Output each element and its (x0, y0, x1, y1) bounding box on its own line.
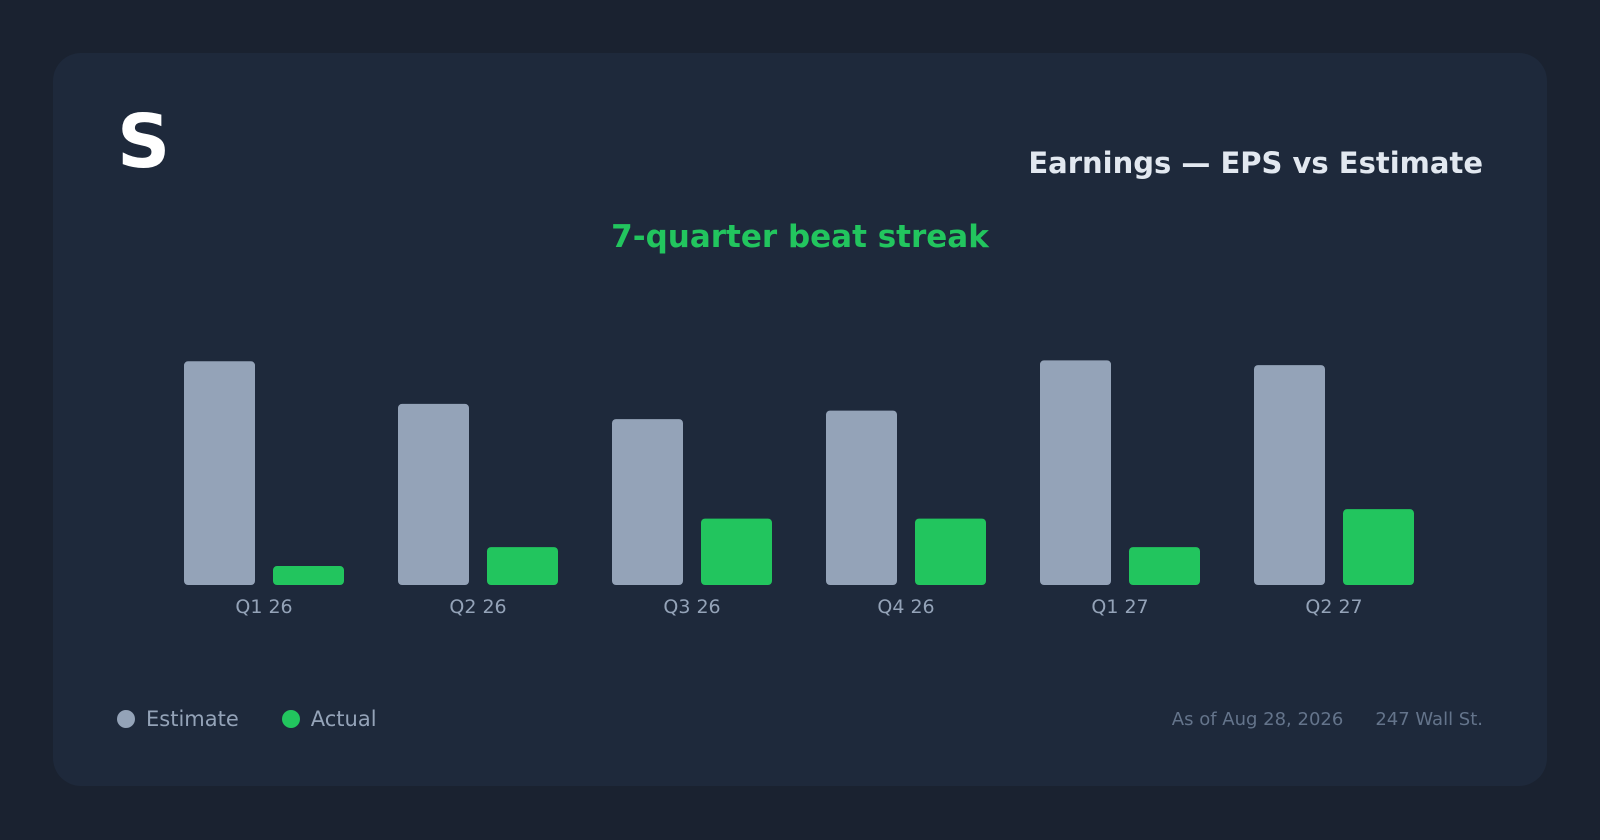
legend-estimate-swatch (117, 710, 135, 728)
bar-estimate-q1-26 (184, 361, 255, 585)
x-tick-label: Q3 26 (663, 596, 720, 618)
x-tick-label: Q4 26 (877, 596, 934, 618)
bar-estimate-q4-26 (826, 410, 897, 585)
bar-actual-q1-26 (273, 566, 344, 585)
x-tick-label: Q2 27 (1305, 596, 1362, 618)
bar-actual-q1-27 (1129, 547, 1200, 585)
legend-estimate-label: Estimate (146, 707, 239, 731)
bar-estimate-q3-26 (612, 419, 683, 585)
source-label: 247 Wall St. (1375, 709, 1483, 730)
bar-estimate-q2-27 (1254, 365, 1325, 585)
bar-actual-q2-26 (487, 547, 558, 585)
bar-estimate-q1-27 (1040, 360, 1111, 585)
legend: Estimate Actual (117, 707, 420, 731)
chart-card: S Earnings — EPS vs Estimate 7-quarter b… (53, 53, 1547, 786)
chart-title: Earnings — EPS vs Estimate (1028, 146, 1483, 180)
bar-actual-q2-27 (1343, 509, 1414, 585)
bar-actual-q3-26 (701, 518, 772, 585)
bar-chart: Q1 26 Q2 26 Q3 26 Q4 26 Q1 27 Q2 27 (184, 360, 1414, 618)
footer: As of Aug 28, 2026 247 Wall St. (1172, 709, 1483, 730)
x-tick-label: Q1 26 (235, 596, 292, 618)
bar-estimate-q2-26 (398, 403, 469, 585)
chart-subtitle: 7-quarter beat streak (611, 219, 989, 255)
logo: S (117, 99, 171, 185)
bar-actual-q4-26 (915, 518, 986, 585)
as-of-date: As of Aug 28, 2026 (1171, 709, 1344, 730)
x-tick-label: Q1 27 (1091, 596, 1148, 618)
legend-actual-label: Actual (310, 707, 377, 731)
x-tick-label: Q2 26 (449, 596, 506, 618)
legend-item-estimate: Estimate (117, 707, 239, 731)
legend-actual-swatch (281, 710, 300, 728)
legend-item-actual: Actual (281, 707, 377, 731)
